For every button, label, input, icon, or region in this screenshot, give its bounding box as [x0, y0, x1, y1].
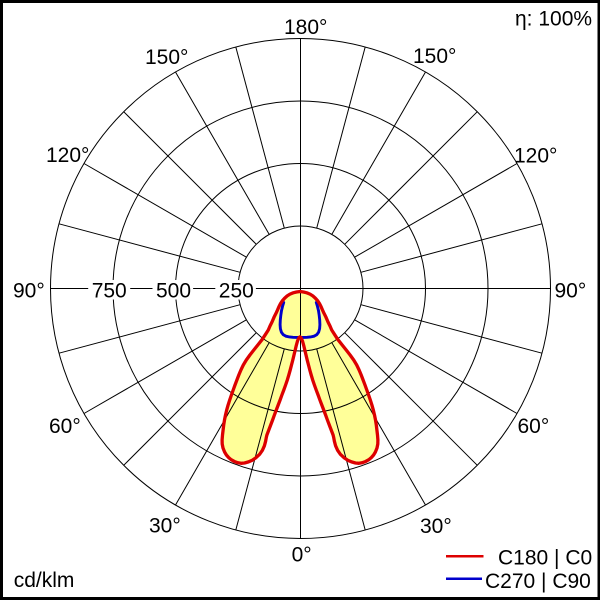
svg-text:30°: 30°	[149, 515, 181, 538]
svg-text:750: 750	[92, 280, 127, 303]
svg-text:250: 250	[219, 280, 254, 303]
svg-text:150°: 150°	[145, 46, 188, 69]
svg-text:60°: 60°	[49, 415, 81, 438]
svg-text:180°: 180°	[284, 16, 327, 39]
svg-text:60°: 60°	[518, 415, 550, 438]
svg-text:30°: 30°	[420, 515, 452, 538]
svg-text:120°: 120°	[514, 145, 557, 168]
svg-text:C180 | C0: C180 | C0	[498, 547, 592, 570]
svg-text:500: 500	[156, 280, 191, 303]
svg-text:90°: 90°	[555, 280, 587, 303]
svg-text:η: 100%: η: 100%	[515, 8, 592, 31]
svg-text:120°: 120°	[46, 144, 89, 167]
svg-text:0°: 0°	[292, 544, 312, 567]
svg-text:90°: 90°	[13, 280, 45, 303]
svg-text:cd/klm: cd/klm	[14, 569, 75, 592]
svg-text:C270 | C90: C270 | C90	[485, 570, 591, 593]
svg-text:150°: 150°	[413, 45, 456, 68]
